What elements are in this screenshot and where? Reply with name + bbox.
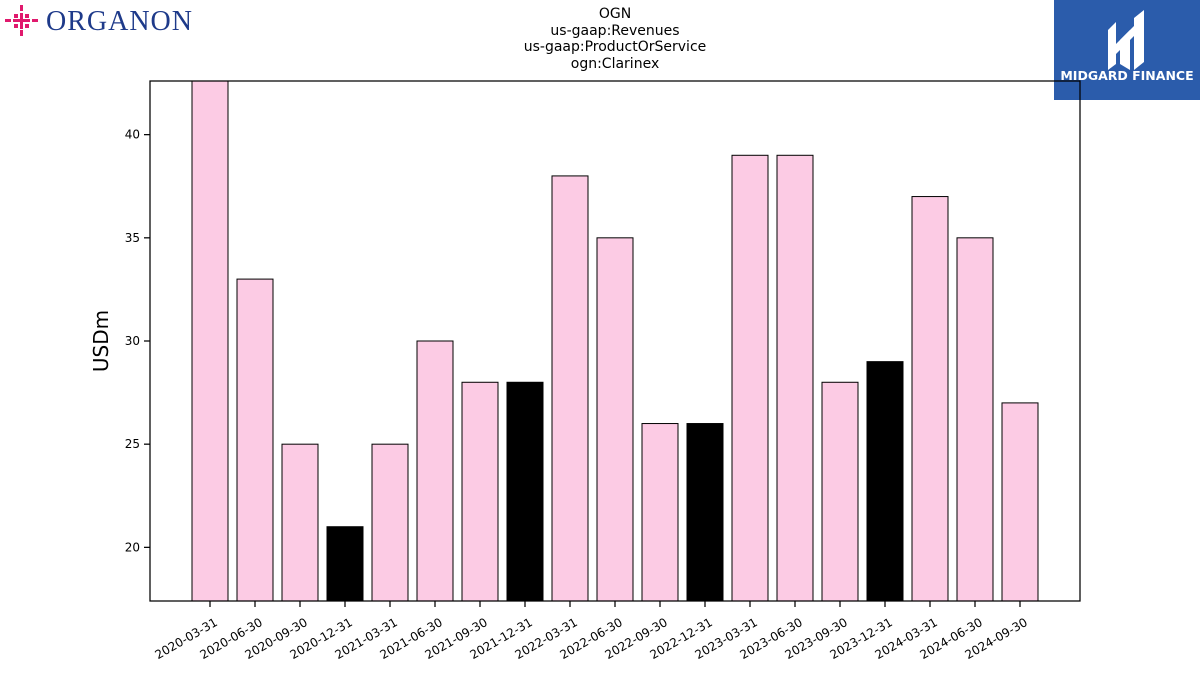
bar-2022-06-30	[596, 237, 634, 602]
y-axis-label: USDm	[89, 310, 113, 372]
bar-2020-12-31	[326, 526, 364, 602]
organon-logo-mark: ORGANON	[5, 5, 193, 37]
chart-title: OGN us-gaap:Revenues us-gaap:ProductOrSe…	[415, 6, 815, 72]
bar-2020-09-30	[281, 443, 319, 602]
chart-title-line-1: OGN	[598, 6, 632, 22]
bar-2023-12-31	[866, 361, 904, 602]
bar-2021-12-31	[506, 381, 544, 602]
bar-2024-06-30	[956, 237, 994, 602]
chart-title-line-3: us-gaap:ProductOrService	[523, 39, 707, 55]
bar-2023-03-31	[731, 154, 769, 602]
y-tick-label: 40	[125, 128, 140, 142]
bar-2021-06-30	[416, 340, 454, 602]
y-axis: 20 25 30 35 40	[125, 128, 150, 554]
y-tick-label: 20	[125, 540, 140, 554]
midgard-finance-logo-mark: MIDGARD FINANCE	[1060, 10, 1194, 83]
bar-2021-09-30	[461, 381, 499, 602]
bar-2022-09-30	[641, 423, 679, 602]
organon-logo: ORGANON	[4, 4, 224, 38]
bar-2020-06-30	[236, 278, 274, 602]
y-tick-label: 35	[125, 231, 140, 245]
y-tick-label: 25	[125, 437, 140, 451]
midgard-finance-logo-text: MIDGARD FINANCE	[1060, 68, 1193, 83]
x-axis: 2020-03-312020-06-302020-09-302020-12-31…	[152, 601, 1030, 662]
organon-logo-text: ORGANON	[46, 6, 193, 37]
bar-2020-03-31	[191, 80, 229, 602]
bar-2024-09-30	[1001, 402, 1039, 602]
bar-2023-06-30	[776, 154, 814, 602]
bar-2023-09-30	[821, 381, 859, 602]
bar-2022-03-31	[551, 175, 589, 602]
bar-2022-12-31	[686, 423, 724, 602]
bars-group	[191, 80, 1039, 602]
chart-title-line-4: ogn:Clarinex	[570, 55, 660, 72]
midgard-finance-logo: MIDGARD FINANCE	[1054, 0, 1200, 100]
midgard-m-icon	[1108, 10, 1144, 70]
organon-cross-icon	[5, 5, 38, 36]
y-tick-label: 30	[125, 334, 140, 348]
bar-2024-03-31	[911, 196, 949, 602]
bar-2021-03-31	[371, 443, 409, 602]
chart-title-line-2: us-gaap:Revenues	[550, 22, 680, 39]
